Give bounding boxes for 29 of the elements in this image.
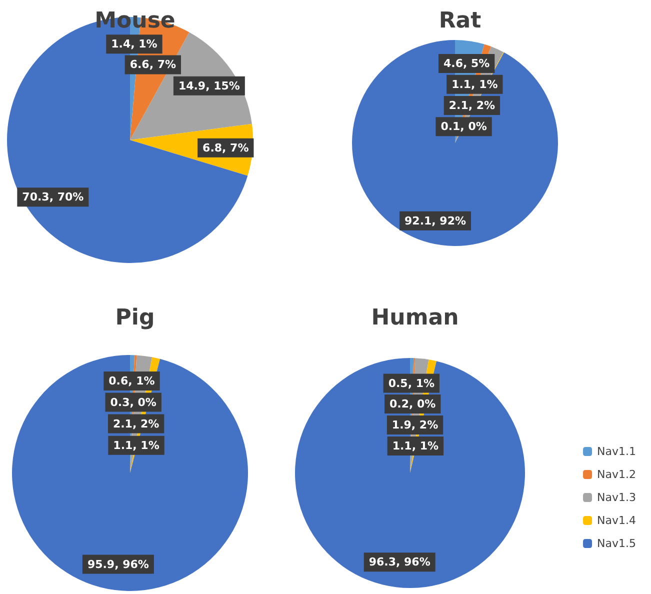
chart-title: Pig	[115, 306, 155, 330]
data-label: 0.1, 0%	[440, 120, 487, 134]
data-label: 1.9, 2%	[392, 418, 438, 432]
data-label: 1.1, 1%	[113, 438, 160, 452]
data-label: 0.3, 0%	[110, 396, 156, 409]
chart-title: Human	[371, 306, 459, 330]
chart-title: Mouse	[94, 8, 176, 34]
data-label: 2.1, 2%	[448, 98, 496, 112]
data-label: 0.2, 0%	[390, 398, 436, 411]
data-label: 1.1, 1%	[452, 78, 498, 91]
data-label: 6.6, 7%	[130, 58, 176, 72]
data-label: 96.3, 96%	[368, 556, 430, 569]
data-label: 14.9, 15%	[178, 79, 240, 92]
legend-label: Nav1.3	[597, 491, 636, 504]
chart-title: Rat	[438, 8, 482, 34]
data-label: 0.5, 1%	[388, 376, 434, 390]
legend-label: Nav1.1	[597, 445, 636, 458]
data-label: 1.4, 1%	[111, 38, 158, 51]
data-label: 1.1, 1%	[392, 439, 439, 452]
data-label: 6.8, 7%	[202, 141, 249, 154]
legend-label: Nav1.5	[597, 537, 636, 550]
data-label: 70.3, 70%	[22, 190, 84, 204]
data-label: 95.9, 96%	[87, 558, 149, 571]
data-label: 2.1, 2%	[112, 417, 160, 430]
legend-label: Nav1.2	[597, 468, 636, 481]
data-label: 0.6, 1%	[108, 374, 155, 388]
data-label: 92.1, 92%	[404, 214, 466, 228]
data-label: 4.6, 5%	[443, 57, 490, 70]
legend-label: Nav1.4	[597, 514, 636, 527]
